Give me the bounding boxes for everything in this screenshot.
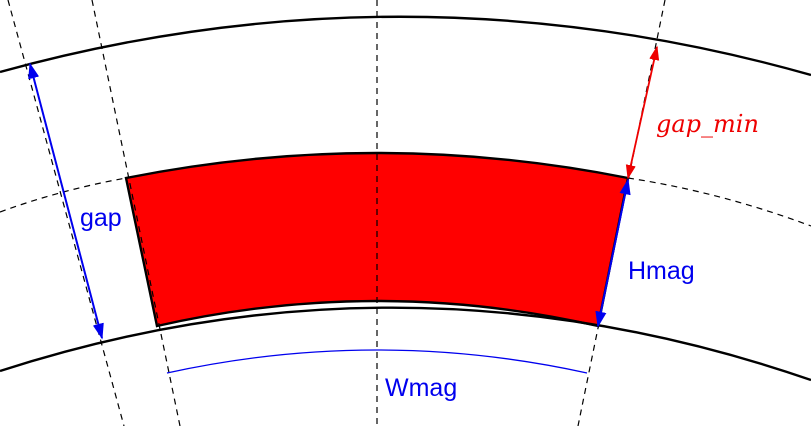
gap-label: gap	[80, 204, 122, 232]
left-mid-arc	[0, 177, 127, 213]
wmag-label: Wmag	[385, 374, 457, 402]
inner-arc	[0, 306, 811, 382]
gap-dimension-arrow	[28, 62, 104, 340]
wmag-dimension-arc	[166, 349, 588, 374]
hmag-dimension-arrow	[595, 178, 631, 328]
outer-arc	[0, 15, 811, 77]
gap-min-dimension-arrow	[625, 45, 660, 180]
gap-min-label: gap_min	[656, 110, 759, 138]
hmag-label: Hmag	[628, 257, 695, 285]
right-mid-arc	[627, 177, 811, 227]
